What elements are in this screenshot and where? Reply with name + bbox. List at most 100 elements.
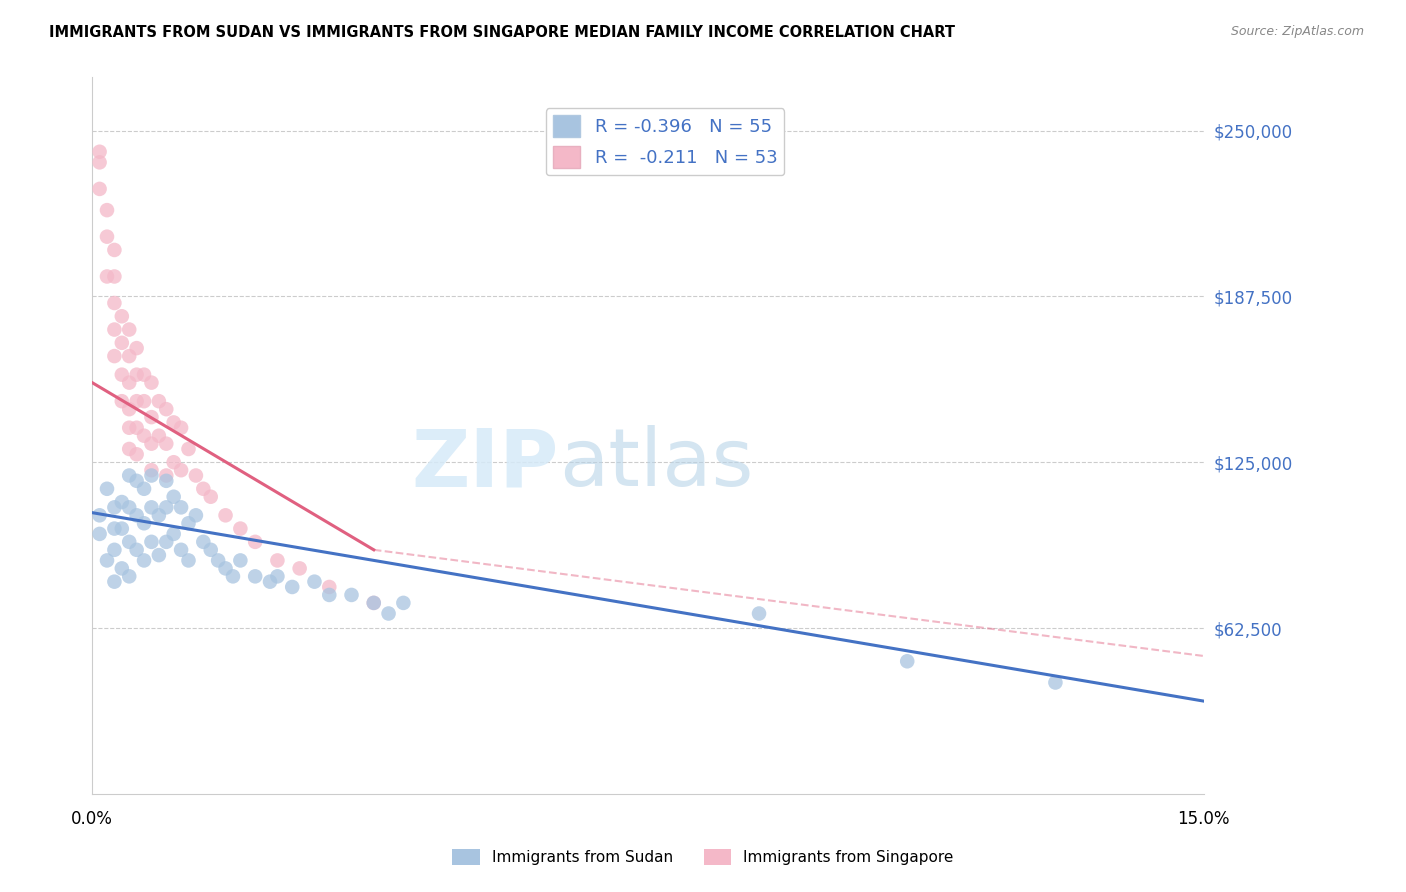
Point: [259, 574, 281, 589]
Point: [125, 341, 148, 355]
Point: [89, 527, 111, 541]
Point: [111, 394, 134, 409]
Point: [392, 596, 415, 610]
Point: [214, 508, 236, 523]
Point: [318, 588, 340, 602]
Point: [155, 436, 177, 450]
Point: [177, 442, 200, 456]
Point: [132, 516, 155, 531]
Point: [89, 155, 111, 169]
Point: [103, 296, 125, 310]
Point: [229, 553, 252, 567]
Point: [125, 394, 148, 409]
Point: [266, 569, 288, 583]
Point: [118, 569, 141, 583]
Point: [103, 500, 125, 515]
Point: [111, 368, 134, 382]
Point: [96, 229, 118, 244]
Point: [377, 607, 399, 621]
Point: [748, 607, 770, 621]
Point: [155, 402, 177, 417]
Point: [243, 569, 266, 583]
Point: [89, 508, 111, 523]
Point: [118, 442, 141, 456]
Point: [132, 368, 155, 382]
Point: [96, 203, 118, 218]
Point: [96, 482, 118, 496]
Point: [155, 474, 177, 488]
Point: [125, 474, 148, 488]
Point: [118, 421, 141, 435]
Point: [89, 145, 111, 159]
Point: [96, 553, 118, 567]
Point: [103, 243, 125, 257]
Legend: R = -0.396   N = 55, R =  -0.211   N = 53: R = -0.396 N = 55, R = -0.211 N = 53: [546, 108, 785, 176]
Point: [148, 508, 170, 523]
Point: [132, 553, 155, 567]
Point: [96, 269, 118, 284]
Point: [363, 596, 385, 610]
Point: [170, 500, 193, 515]
Point: [103, 322, 125, 336]
Point: [193, 482, 215, 496]
Point: [141, 463, 163, 477]
Legend: Immigrants from Sudan, Immigrants from Singapore: Immigrants from Sudan, Immigrants from S…: [446, 843, 960, 871]
Point: [170, 421, 193, 435]
Point: [163, 527, 186, 541]
Point: [118, 349, 141, 363]
Point: [184, 508, 207, 523]
Point: [155, 468, 177, 483]
Text: ZIP: ZIP: [412, 425, 560, 503]
Point: [125, 421, 148, 435]
Point: [155, 500, 177, 515]
Point: [132, 428, 155, 442]
Point: [125, 447, 148, 461]
Point: [207, 553, 229, 567]
Point: [184, 468, 207, 483]
Point: [193, 534, 215, 549]
Point: [118, 468, 141, 483]
Point: [363, 596, 385, 610]
Text: atlas: atlas: [560, 425, 754, 503]
Point: [141, 468, 163, 483]
Point: [896, 654, 918, 668]
Point: [304, 574, 326, 589]
Point: [118, 500, 141, 515]
Point: [111, 495, 134, 509]
Point: [266, 553, 288, 567]
Point: [141, 410, 163, 425]
Point: [103, 522, 125, 536]
Point: [318, 580, 340, 594]
Point: [148, 548, 170, 562]
Point: [163, 455, 186, 469]
Point: [103, 349, 125, 363]
Point: [111, 310, 134, 324]
Point: [118, 534, 141, 549]
Point: [177, 516, 200, 531]
Point: [222, 569, 245, 583]
Point: [125, 508, 148, 523]
Point: [148, 394, 170, 409]
Point: [163, 416, 186, 430]
Point: [89, 182, 111, 196]
Point: [141, 436, 163, 450]
Point: [111, 335, 134, 350]
Point: [111, 522, 134, 536]
Point: [148, 428, 170, 442]
Point: [132, 482, 155, 496]
Point: [177, 553, 200, 567]
Point: [111, 561, 134, 575]
Point: [103, 574, 125, 589]
Point: [141, 376, 163, 390]
Point: [118, 376, 141, 390]
Point: [288, 561, 311, 575]
Point: [214, 561, 236, 575]
Point: [229, 522, 252, 536]
Point: [132, 394, 155, 409]
Point: [141, 500, 163, 515]
Point: [155, 534, 177, 549]
Point: [125, 368, 148, 382]
Point: [200, 542, 222, 557]
Point: [1045, 675, 1067, 690]
Text: Source: ZipAtlas.com: Source: ZipAtlas.com: [1230, 25, 1364, 38]
